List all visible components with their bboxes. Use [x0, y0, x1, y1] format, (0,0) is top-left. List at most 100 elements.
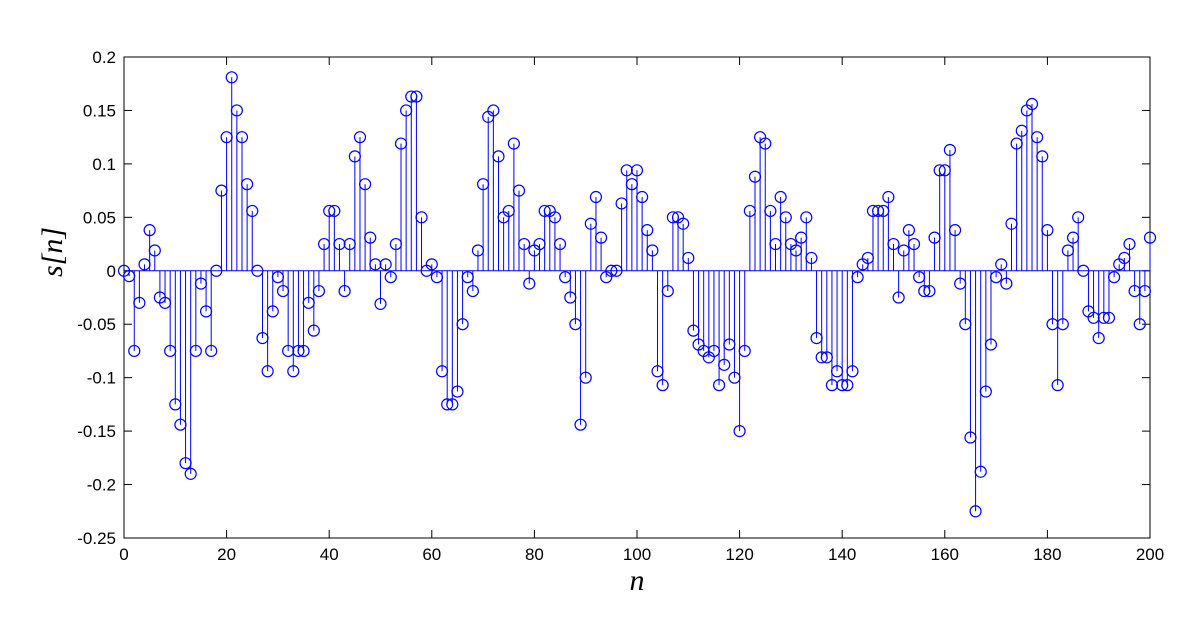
stem-marker: [969, 505, 982, 518]
x-tick-label: 40: [320, 545, 339, 564]
stem-marker: [446, 398, 459, 411]
stem-marker: [630, 164, 644, 177]
stem-marker: [523, 277, 536, 290]
stem-marker: [677, 217, 690, 230]
stem-marker: [943, 143, 957, 157]
stem-marker: [979, 385, 992, 398]
stem-marker: [261, 365, 274, 378]
stem-marker: [733, 425, 746, 438]
y-axis-label: s[n]: [36, 227, 69, 277]
stem-marker: [923, 284, 936, 298]
stem-marker: [128, 344, 141, 358]
stem-marker: [225, 71, 238, 84]
stem-marker: [661, 284, 674, 298]
stem-marker: [851, 271, 864, 284]
stem-marker: [1123, 237, 1136, 251]
stem-marker: [1107, 271, 1121, 284]
stem-marker: [989, 271, 1003, 284]
stem-marker: [415, 211, 428, 224]
stem-marker: [1056, 318, 1069, 331]
stem-marker: [333, 237, 346, 251]
stem-marker: [1143, 231, 1157, 244]
y-tick-label: 0.15: [83, 101, 116, 120]
stem-marker: [384, 271, 397, 284]
stem-marker: [456, 318, 469, 331]
stem-marker: [718, 358, 731, 371]
stem-marker: [1102, 311, 1116, 324]
stem-marker: [507, 137, 520, 150]
stem-marker: [984, 338, 998, 351]
stem-marker: [205, 344, 218, 358]
stem-marker: [512, 184, 526, 197]
stem-marker: [548, 211, 562, 224]
stem-marker: [369, 258, 382, 271]
stem-marker: [241, 178, 254, 191]
stem-marker: [764, 204, 777, 218]
stem-marker: [230, 104, 243, 117]
stem-marker: [846, 365, 859, 378]
stem-marker: [1000, 277, 1013, 290]
stem-marker: [1138, 284, 1151, 298]
stem-marker: [759, 137, 772, 150]
stem-marker: [1025, 97, 1039, 111]
stem-marker: [712, 379, 726, 392]
stem-marker: [297, 344, 310, 358]
y-tick-label: 0: [107, 262, 116, 281]
stem-marker: [1036, 150, 1049, 163]
x-tick-label: 120: [725, 545, 753, 564]
stem-marker: [995, 258, 1008, 271]
stem-marker: [307, 324, 320, 337]
stem-marker: [133, 296, 146, 309]
stem-marker: [492, 150, 505, 163]
stem-marker: [574, 418, 587, 431]
stem-marker: [553, 237, 567, 251]
stem-marker: [892, 291, 905, 304]
stem-marker: [143, 224, 156, 237]
stem-marker: [359, 178, 372, 191]
plot-frame: [123, 56, 1151, 539]
stem-marker: [266, 305, 279, 318]
stem-marker: [636, 190, 649, 204]
stem-marker: [328, 204, 341, 218]
x-tick-label: 20: [217, 545, 236, 564]
x-tick-label: 100: [623, 545, 651, 564]
stem-marker: [579, 371, 592, 384]
x-tick-label: 160: [931, 545, 959, 564]
stem-marker: [425, 258, 438, 271]
stem-marker: [374, 297, 387, 311]
stem-marker: [451, 385, 464, 398]
stem-marker: [589, 190, 603, 204]
stem-marker: [682, 251, 695, 265]
stem-marker: [410, 90, 423, 103]
stem-marker: [774, 190, 787, 204]
stem-marker: [353, 131, 367, 144]
y-tick-label: -0.1: [87, 369, 116, 388]
y-tick-label: -0.05: [77, 315, 116, 334]
stem-marker: [646, 244, 659, 257]
y-tick-label: -0.25: [77, 529, 116, 548]
stem-marker: [1133, 318, 1146, 331]
stem-marker: [841, 379, 854, 392]
stem-marker: [312, 284, 326, 298]
x-tick-label: 200: [1136, 545, 1164, 564]
stem-marker: [338, 284, 351, 298]
y-tick-label: -0.2: [87, 476, 116, 495]
stem-marker: [1072, 211, 1085, 224]
stem-marker: [466, 284, 479, 298]
stem-marker: [235, 131, 249, 144]
stem-marker: [907, 237, 921, 251]
x-tick-label: 80: [525, 545, 544, 564]
stem-marker: [148, 244, 161, 257]
y-tick-label: -0.15: [77, 422, 116, 441]
y-tick-label: 0.05: [83, 208, 116, 227]
stem-marker: [184, 467, 197, 480]
stem-marker: [620, 164, 633, 177]
stem-marker: [379, 258, 392, 271]
x-tick-label: 140: [828, 545, 856, 564]
stem-marker: [641, 224, 654, 237]
stem-marker: [882, 190, 895, 204]
stem-marker: [518, 237, 531, 251]
stem-marker: [902, 224, 915, 237]
y-tick-label: 0.1: [92, 155, 116, 174]
